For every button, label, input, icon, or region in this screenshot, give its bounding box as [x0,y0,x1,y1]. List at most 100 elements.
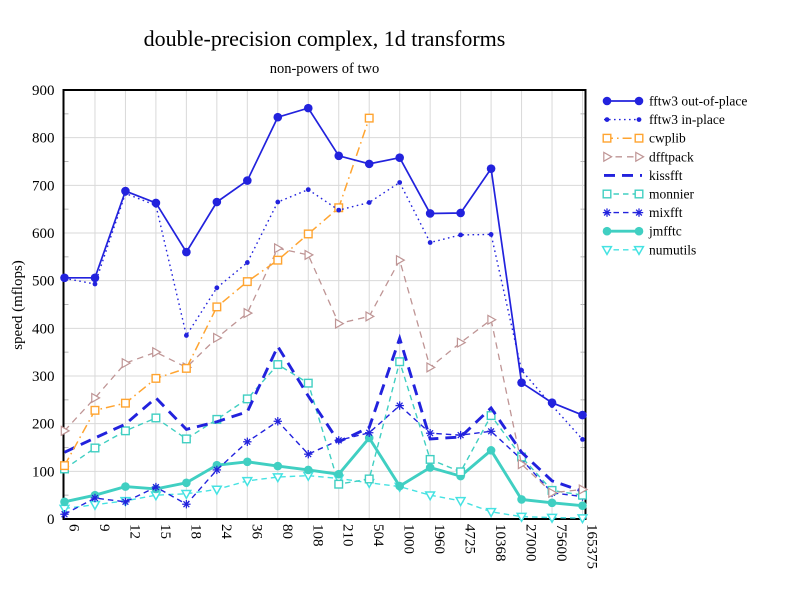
data-point-marker [546,513,558,524]
series-kissfft [63,333,583,493]
data-point-marker [181,434,191,444]
data-point-marker [517,458,528,470]
data-point-marker [272,473,284,484]
data-point-marker [395,153,404,162]
legend-item-monnier: monnier [602,187,694,202]
series-line [64,107,583,416]
x-tick-label: 24 [218,524,234,540]
data-point-marker [273,255,283,265]
data-point-marker [152,346,162,358]
x-tick-label: 6 [66,524,82,532]
x-tick-label: 80 [279,524,295,539]
data-point-marker [515,512,528,523]
data-point-marker [303,378,313,388]
data-point-marker [426,361,436,373]
data-point-marker [548,487,558,499]
data-point-marker [636,117,642,122]
data-point-marker [91,392,101,404]
x-tick-label: 10368 [492,524,508,562]
data-point-marker [151,373,161,383]
series-line [64,181,584,440]
data-point-marker [364,159,374,169]
data-point-marker [151,482,161,492]
data-point-marker [273,417,282,426]
data-point-marker [273,360,283,370]
x-tick-label: 12 [126,524,142,539]
legend-item-cwplib: cwplib [602,131,686,146]
y-tick-label: 700 [32,178,55,194]
data-point-marker [243,457,252,467]
data-point-marker [485,507,497,518]
data-point-marker [364,433,374,443]
data-point-marker [303,103,313,113]
data-point-marker [425,429,435,438]
data-point-marker [212,302,222,312]
legend-label: numutils [649,242,696,257]
data-point-marker [90,405,100,415]
legend-label: fftw3 in-place [649,112,725,127]
data-point-marker [120,426,130,436]
data-point-marker [151,198,161,208]
data-point-marker [89,500,101,511]
legend-label: mixfft [649,205,683,220]
data-point-marker [456,208,465,218]
data-point-marker [486,446,496,455]
data-point-marker [488,232,494,237]
data-point-marker [92,281,98,287]
data-point-marker [425,454,435,464]
data-point-marker [578,501,587,510]
data-point-marker [243,176,252,185]
data-point-marker [634,133,644,143]
series-line [64,359,583,496]
data-point-marker [181,363,191,373]
legend-item-jmfftc: jmfftc [602,224,682,239]
data-point-marker [486,427,496,436]
data-point-marker [458,232,464,238]
y-tick-label: 600 [32,226,55,242]
data-point-marker [120,398,130,408]
data-point-marker [90,493,100,503]
legend-label: cwplib [649,131,686,146]
data-point-marker [635,151,645,163]
data-point-marker [578,410,587,420]
data-point-marker [395,481,404,491]
data-point-marker [212,465,222,475]
x-tick-label: 15 [157,524,173,539]
legend-item-kissfft: kissfft [604,168,683,183]
data-point-marker [334,318,345,329]
data-point-marker [486,411,496,421]
data-point-marker [121,186,130,196]
legend-item-mixfft: mixfft [602,205,683,220]
series-fftw3-out-of-place [60,103,587,420]
data-point-marker [121,497,130,507]
data-point-marker [242,394,252,404]
x-tick-label: 165375 [584,524,600,569]
data-point-marker [336,207,342,213]
x-tick-label: 75600 [553,524,569,562]
data-point-marker [60,425,71,437]
data-point-marker [211,485,223,496]
data-point-marker [395,357,405,367]
data-point-marker [425,209,435,218]
x-tick-label: 9 [96,524,112,532]
data-point-marker [303,465,313,475]
data-point-marker [395,401,404,410]
series-fftw3-in-place [62,180,585,442]
series-line [64,474,583,519]
data-point-marker [364,474,374,484]
y-tick-label: 100 [32,464,55,480]
data-point-marker [366,200,372,205]
data-point-marker [487,314,497,326]
series-line [64,435,583,508]
data-point-marker [602,96,612,106]
data-point-marker [547,498,557,508]
chart-title: double-precision complex, 1d transforms [143,26,506,51]
data-point-marker [90,443,100,453]
data-point-marker [90,273,100,283]
data-point-marker [305,187,311,193]
data-point-marker [243,307,254,319]
legend-item-fftw3-in-place: fftw3 in-place [604,112,725,127]
data-point-marker [454,496,467,508]
data-point-marker [547,398,557,407]
